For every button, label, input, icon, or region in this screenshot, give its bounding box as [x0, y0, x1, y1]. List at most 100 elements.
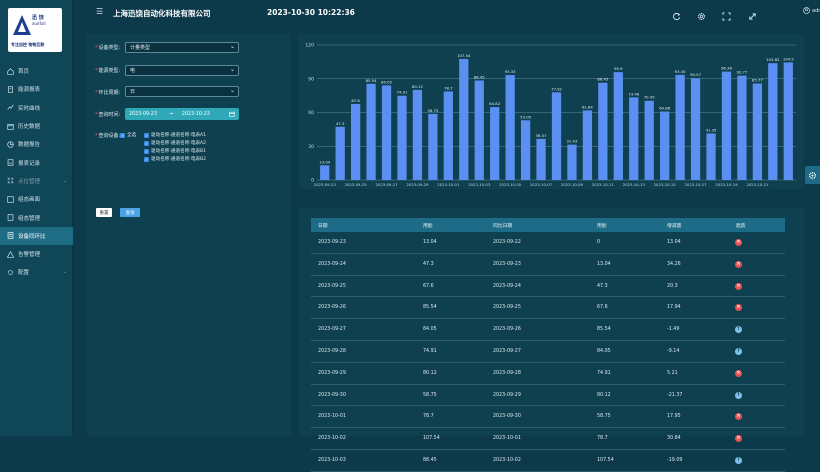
- gear-icon: [808, 171, 817, 179]
- sidebar-item-10[interactable]: 告警管理: [0, 245, 73, 263]
- side-settings-tab[interactable]: [805, 166, 820, 184]
- y-tick-label: 0: [311, 178, 314, 184]
- y-tick-label: 90: [308, 76, 314, 82]
- sidebar-item-label: 能源报表: [18, 87, 41, 94]
- trend-down-icon: ×: [735, 304, 742, 312]
- sidebar-item-7[interactable]: 组态画面: [0, 190, 73, 208]
- sidebar-item-8[interactable]: 组态管理: [0, 208, 73, 226]
- device-option[interactable]: ✓ 驱动名称:通道名称:电表A2: [144, 140, 207, 146]
- cell-use: 78.7: [423, 414, 434, 420]
- select-all-checkbox[interactable]: ✓ 全选: [120, 132, 137, 138]
- sidebar-menu: 首页能源报表实时曲线历史数据数据报告报表记录 点位管理 ⌄ 组态画面 组态管理 设备同环比…: [0, 62, 73, 282]
- bar: [350, 103, 361, 180]
- settings-gear-icon[interactable]: [697, 6, 707, 21]
- query-button[interactable]: 查询: [120, 208, 140, 217]
- query-time-label: * 查询时间:: [95, 111, 121, 119]
- date-start[interactable]: 2023-09-23: [129, 111, 157, 117]
- sidebar-item-3[interactable]: 历史数据: [0, 117, 73, 135]
- sidebar-item-label: 首页: [18, 69, 30, 76]
- cell-use: 13.04: [423, 240, 437, 245]
- bar-value-label: 104.5: [783, 56, 794, 61]
- bar-value-label: 13.04: [319, 159, 330, 164]
- cell-cmp-use: 84.05: [597, 349, 611, 354]
- bar: [366, 83, 376, 180]
- cell-delta: -19.09: [667, 458, 683, 463]
- chevron-down-icon: ⌄: [62, 269, 67, 276]
- cell-delta: 17.94: [667, 305, 681, 311]
- trend-down-icon: ×: [735, 435, 742, 443]
- cell-date: 2023-09-27: [318, 327, 346, 333]
- logo-en-name: xunfull: [32, 21, 46, 26]
- company-logo: 迅 饶 xunfull 专注自控 物物互联: [8, 8, 62, 52]
- cell-use: 107.54: [423, 436, 440, 442]
- sidebar-item-5[interactable]: 报表记录: [0, 153, 73, 171]
- chevron-down-icon: ⌄: [229, 43, 235, 50]
- bar: [490, 107, 500, 180]
- x-tick-label: 2023-10-05: [499, 182, 522, 187]
- sidebar-item-4[interactable]: 数据报告: [0, 135, 73, 153]
- x-tick-label: 2023-09-23: [314, 182, 337, 187]
- cell-cmp-date: 2023-09-29: [493, 392, 521, 398]
- device-type-select[interactable]: 计量类型 ⌄: [125, 42, 239, 53]
- date-range-picker[interactable]: 2023-09-23 → 2023-10-23: [125, 108, 239, 120]
- trend-down-icon: ×: [735, 369, 742, 377]
- sidebar-item-label: 数据报告: [18, 142, 41, 149]
- trend-up-icon: ↑: [735, 457, 742, 464]
- device-option[interactable]: ✓ 驱动名称:通道名称:电表B1: [144, 148, 207, 154]
- bar-value-label: 61.84: [582, 104, 593, 109]
- bar: [706, 133, 716, 180]
- user-menu[interactable]: admin: [803, 7, 820, 14]
- x-tick-label: 2023-09-29: [406, 182, 429, 187]
- bar-value-label: 78.7: [444, 85, 453, 90]
- cell-delta: 17.95: [667, 414, 681, 420]
- username: admin: [812, 7, 820, 14]
- bar-value-label: 73.46: [628, 91, 639, 96]
- bar: [768, 63, 778, 180]
- bar: [582, 110, 593, 180]
- sidebar-item-1[interactable]: 能源报表: [0, 80, 73, 98]
- device-option[interactable]: ✓ 驱动名称:通道名称:电表A1: [144, 132, 207, 138]
- bar: [675, 74, 685, 180]
- energy-type-select[interactable]: 电 ⌄: [125, 65, 239, 76]
- period-label: * 环比周期:: [95, 89, 121, 97]
- cell-use: 67.6: [423, 283, 434, 289]
- cell-date: 2023-10-01: [318, 414, 346, 420]
- table-panel: 日期 用能 同比日期 用能 增减量 趋势 2023-09-23 13.04 2023…: [299, 208, 804, 472]
- sidebar-item-9[interactable]: 设备同环比: [0, 226, 73, 245]
- refresh-icon[interactable]: [672, 6, 682, 21]
- device-option[interactable]: ✓ 驱动名称:通道名称:电表B2: [144, 156, 207, 162]
- y-tick-label: 120: [305, 43, 314, 49]
- x-tick-label: 2023-10-09: [561, 182, 584, 187]
- sidebar-item-0[interactable]: 首页: [0, 62, 73, 80]
- logo-name: 迅 饶: [32, 15, 44, 21]
- sidebar-item-label: 历史数据: [18, 124, 41, 131]
- table-row: 2023-09-30 58.75 2023-09-29 80.12 -21.37 ↑: [311, 385, 785, 407]
- bar: [381, 85, 392, 180]
- history-icon: [7, 123, 14, 130]
- table-row: 2023-10-02 107.54 2023-10-01 78.7 30.84 ×: [311, 428, 785, 450]
- home-icon: [7, 67, 14, 75]
- reset-button[interactable]: 重置: [96, 208, 112, 217]
- menu-toggle-icon[interactable]: ☰: [96, 7, 104, 16]
- trend-up-icon: ↑: [735, 348, 742, 355]
- sidebar-item-2[interactable]: 实时曲线: [0, 99, 73, 117]
- expand-icon[interactable]: [748, 6, 758, 20]
- cell-delta: 5.21: [667, 370, 678, 376]
- period-select[interactable]: 日 ⌄: [125, 86, 239, 97]
- logo-triangle-icon: [13, 15, 31, 35]
- cell-cmp-use: 74.91: [597, 370, 611, 376]
- bar-value-label: 95.9: [614, 66, 623, 71]
- cell-date: 2023-09-29: [318, 370, 346, 376]
- cell-use: 74.91: [423, 349, 437, 354]
- bar: [412, 89, 423, 180]
- bar-value-label: 31.43: [567, 139, 578, 144]
- x-tick-label: 2023-10-15: [654, 182, 677, 187]
- compare-icon: [7, 232, 14, 239]
- trend-down-icon: ×: [735, 260, 742, 268]
- bar-value-label: 86.45: [597, 77, 608, 82]
- fullscreen-icon[interactable]: [722, 6, 732, 21]
- chevron-down-icon: ⌄: [62, 177, 67, 184]
- date-end[interactable]: 2023-10-23: [181, 111, 210, 117]
- sidebar-item-11[interactable]: 配置 ⌄: [0, 263, 73, 281]
- sidebar-item-6[interactable]: 点位管理 ⌄: [0, 172, 73, 190]
